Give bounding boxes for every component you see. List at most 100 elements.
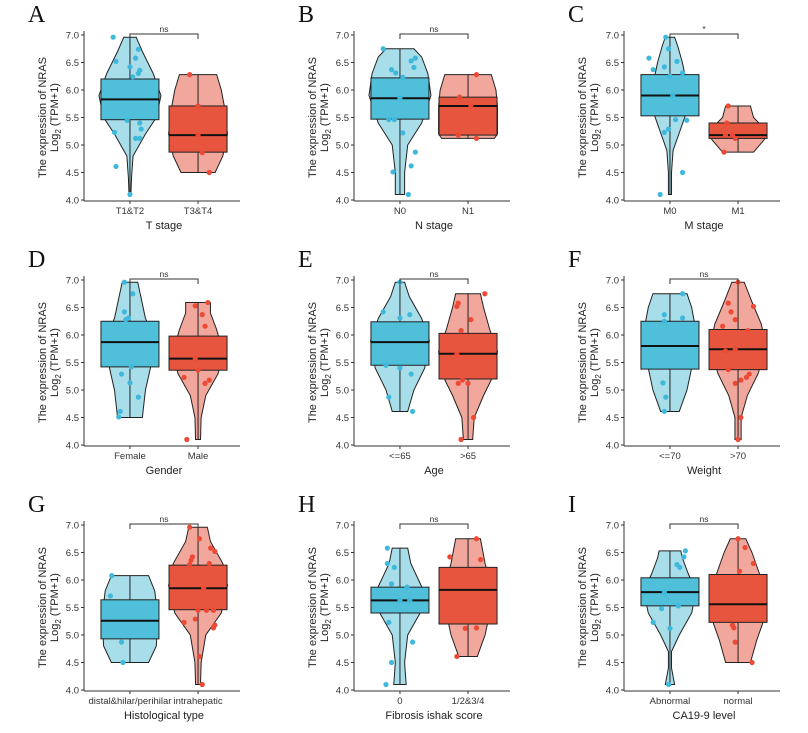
x-tick-label: Abnormal (650, 696, 691, 707)
panel-letter: A (28, 2, 46, 28)
y-tick-label: 4.0 (336, 195, 349, 206)
data-point (127, 191, 133, 198)
data-point (665, 46, 672, 52)
data-point (736, 568, 743, 574)
significance-bracket (669, 278, 739, 284)
panel-letter: F (568, 247, 582, 273)
data-point (196, 536, 203, 542)
panel-letter: C (568, 2, 585, 28)
y-tick-label: 5.5 (336, 603, 349, 614)
y-tick-label: 6.5 (606, 58, 619, 69)
data-point (661, 408, 667, 415)
x-axis-title: T stage (146, 220, 183, 232)
data-point (384, 560, 390, 567)
box-1 (438, 96, 498, 136)
data-point (468, 103, 474, 109)
data-point (210, 625, 217, 631)
data-point (661, 589, 667, 595)
data-point (138, 126, 144, 132)
panel-d: D 4.0 4.5 5.0 5.5 6.0 6.5 7.0 The expression of … (0, 245, 268, 488)
x-tick-label: 0 (397, 696, 402, 707)
data-point (113, 163, 119, 170)
data-point (107, 593, 113, 599)
data-point (675, 603, 681, 609)
data-point (455, 300, 461, 306)
significance-label: * (702, 24, 706, 34)
data-point (473, 625, 480, 631)
y-tick-label: 6.5 (606, 303, 619, 314)
data-point (728, 309, 734, 315)
boxplot-chart: 4.0 4.5 5.0 5.5 6.0 6.5 7.0 The expression of N… (577, 24, 780, 232)
significance-label: ns (160, 514, 169, 524)
boxplot-chart: 4.0 4.5 5.0 5.5 6.0 6.5 7.0 The expression of N… (37, 24, 240, 232)
data-point (212, 548, 218, 554)
data-point (725, 103, 731, 109)
y-tick-label: 7.0 (66, 275, 79, 286)
data-point (454, 351, 460, 357)
y-tick-label: 5.5 (336, 358, 349, 369)
y-tick-label: 6.0 (336, 85, 349, 96)
box-1 (168, 105, 228, 153)
data-point (408, 163, 414, 169)
data-point (459, 377, 466, 383)
data-point (121, 309, 127, 315)
box-1 (708, 574, 768, 623)
box-1 (168, 335, 228, 371)
y-axis-title: The expression of NRAS (37, 302, 49, 423)
significance-label: ns (160, 269, 169, 279)
data-point (135, 46, 141, 52)
data-point (670, 92, 676, 99)
data-point (135, 70, 141, 77)
data-point (750, 303, 757, 309)
data-point (750, 560, 757, 567)
data-point (661, 64, 667, 70)
data-point (400, 74, 406, 80)
data-point (679, 70, 686, 76)
significance-bracket (399, 278, 469, 284)
data-point (388, 67, 395, 73)
data-point (679, 291, 686, 297)
y-tick-label: 6.0 (66, 575, 79, 586)
y-tick-label: 7.0 (336, 520, 349, 531)
significance-label: ns (700, 514, 709, 524)
data-point (388, 581, 395, 587)
box-0 (370, 321, 430, 366)
data-point (137, 120, 143, 126)
x-axis-title: M stage (684, 220, 723, 232)
data-point (412, 55, 418, 61)
data-point (386, 394, 392, 400)
data-point (135, 394, 141, 400)
data-point (391, 117, 397, 123)
data-point (732, 317, 738, 323)
y-axis-subtitle: Log2 (TPM+1) (49, 573, 63, 642)
y-tick-label: 5.0 (606, 630, 619, 641)
y-tick-label: 4.5 (606, 658, 619, 669)
box-1 (438, 566, 498, 625)
boxplot-chart: 4.0 4.5 5.0 5.5 6.0 6.5 7.0 The expression of N… (307, 269, 510, 477)
data-point (412, 149, 418, 155)
data-point (684, 117, 690, 123)
data-point (661, 318, 667, 324)
y-tick-label: 4.0 (66, 440, 79, 451)
y-tick-label: 4.5 (66, 413, 79, 424)
data-point (391, 564, 397, 570)
data-point (725, 367, 731, 373)
y-tick-label: 6.0 (606, 330, 619, 341)
data-point (196, 653, 203, 660)
data-point (746, 371, 752, 377)
y-axis-title: The expression of NRAS (577, 547, 589, 668)
x-tick-label: 1/2&3/4 (452, 696, 485, 707)
x-tick-label: Male (188, 451, 209, 462)
data-point (473, 536, 480, 542)
data-point (742, 544, 748, 551)
data-point (201, 585, 207, 591)
data-point (672, 117, 679, 123)
data-point (454, 653, 460, 660)
panel-c: C 4.0 4.5 5.0 5.5 6.0 6.5 7.0 The expression of … (540, 0, 808, 243)
y-axis-title: The expression of NRAS (37, 547, 49, 668)
data-point (109, 573, 115, 579)
data-point (665, 681, 672, 688)
y-tick-label: 7.0 (606, 30, 619, 41)
data-point (732, 135, 738, 141)
